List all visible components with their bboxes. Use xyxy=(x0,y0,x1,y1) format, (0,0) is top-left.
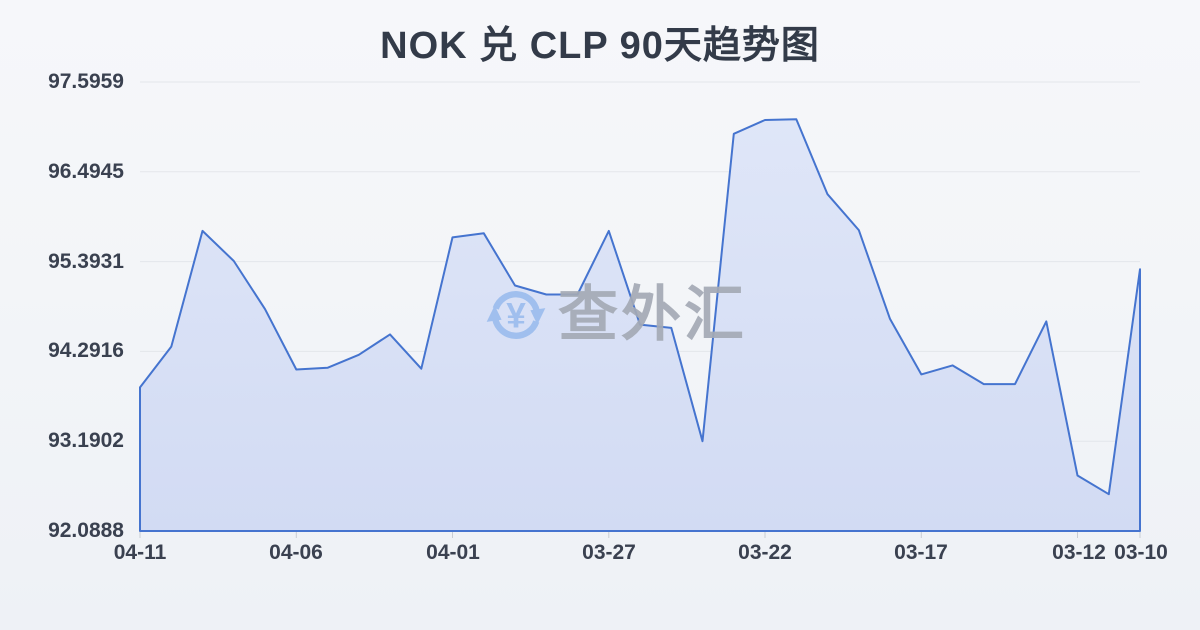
watermark: ¥ 查外汇 xyxy=(484,282,747,348)
x-axis-label: 03-27 xyxy=(582,541,636,564)
x-axis-label: 04-06 xyxy=(269,541,323,564)
currency-exchange-icon: ¥ xyxy=(486,291,546,339)
yen-symbol: ¥ xyxy=(506,296,526,335)
chart-title: NOK 兑 CLP 90天趋势图 xyxy=(380,25,820,67)
x-axis-label: 03-12 xyxy=(1052,541,1106,564)
y-axis-label: 94.2916 xyxy=(48,339,124,362)
y-axis-label: 97.5959 xyxy=(48,70,124,93)
x-axis-label: 03-17 xyxy=(894,541,948,564)
x-axis-label: 03-10 xyxy=(1114,541,1168,564)
y-axis-label: 95.3931 xyxy=(48,250,124,273)
x-axis-label: 04-11 xyxy=(113,541,167,564)
y-axis-label: 93.1902 xyxy=(48,429,124,452)
x-axis-ticks xyxy=(139,532,1141,538)
y-axis-label: 96.4945 xyxy=(48,160,124,183)
watermark-brand-text: 查外汇 xyxy=(558,281,747,348)
x-axis-label: 04-01 xyxy=(426,541,480,564)
y-axis-label: 92.0888 xyxy=(48,519,124,542)
area-series xyxy=(139,118,1141,532)
x-axis-label: 03-22 xyxy=(738,541,792,564)
